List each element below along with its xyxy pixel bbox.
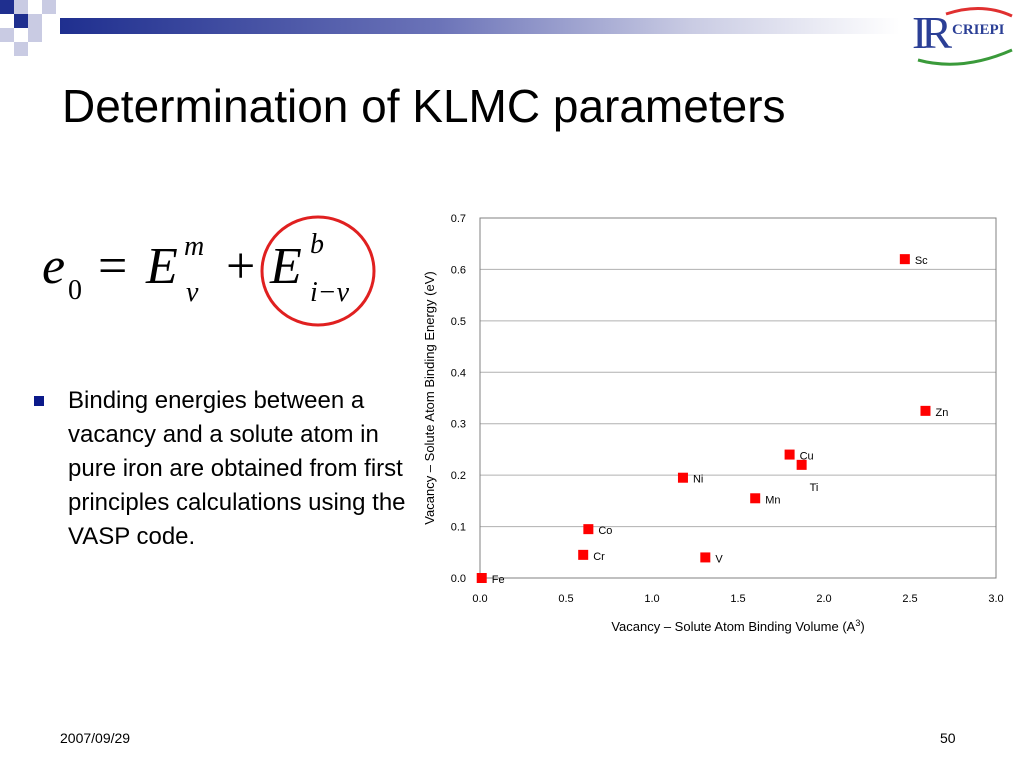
y-tick-label: 0.2	[451, 470, 466, 482]
y-tick-label: 0.5	[451, 316, 466, 328]
page-number: 50	[940, 730, 956, 746]
formula-term2-sup: b	[310, 229, 324, 260]
page-title: Determination of KLMC parameters	[62, 80, 786, 132]
highlight-circle	[260, 215, 376, 327]
y-tick-label: 0.7	[451, 213, 466, 225]
header-gradient-bar	[60, 18, 900, 34]
x-axis-label-superscript: 3	[855, 618, 860, 628]
y-axis-label: Vacancy – Solute Atom Binding Energy (eV…	[422, 271, 437, 524]
data-point	[700, 552, 711, 563]
data-point	[796, 459, 807, 470]
bullet-text: Binding energies between a vacancy and a…	[68, 387, 406, 550]
y-tick-labels: 0.0 0.1 0.2 0.3 0.4 0.5 0.6 0.7	[451, 213, 466, 585]
formula: e 0 = E m v + E b i−v	[42, 215, 376, 327]
x-axis-label: Vacancy – Solute Atom Binding Volume (A3…	[611, 618, 864, 634]
x-axis-label-text: Vacancy – Solute Atom Binding Volume (A	[611, 619, 855, 634]
x-tick-label: 1.5	[730, 593, 745, 605]
data-point	[784, 449, 795, 460]
footer-date: 2007/09/29	[60, 730, 131, 746]
data-point-label: Co	[598, 525, 612, 537]
formula-plus: +	[226, 238, 255, 295]
data-point-label: Fe	[492, 574, 505, 586]
formula-lhs-base: e	[42, 238, 65, 295]
criepi-logo: IR CRIEPI	[912, 6, 1016, 68]
scatter-chart: 0.0 0.1 0.2 0.3 0.4 0.5 0.6 0.7 0.0 0.5 1.0 1.5 2.0…	[422, 213, 1004, 634]
data-point	[899, 254, 910, 265]
x-tick-label: 2.0	[816, 593, 831, 605]
formula-term1-base: E	[145, 238, 178, 295]
logo-text: CRIEPI	[952, 22, 1005, 38]
x-axis-label-suffix: )	[860, 619, 864, 634]
formula-term1-sup: m	[184, 231, 204, 262]
data-point-label: Sc	[915, 255, 928, 267]
data-point	[677, 472, 688, 483]
y-tick-label: 0.3	[451, 419, 466, 431]
x-tick-label: 0.0	[472, 593, 487, 605]
y-tick-label: 0.0	[451, 573, 466, 585]
data-point-label: Mn	[765, 494, 780, 506]
data-point-label: Zn	[935, 407, 948, 419]
data-point	[750, 493, 761, 504]
data-point-label: Cu	[800, 451, 814, 463]
data-point	[920, 405, 931, 416]
logo-swoosh-icon	[917, 6, 1013, 66]
formula-lhs-sub: 0	[68, 275, 82, 306]
x-tick-label: 3.0	[988, 593, 1003, 605]
x-tick-label: 0.5	[558, 593, 573, 605]
data-point	[583, 524, 594, 535]
formula-term2-sub: i−v	[310, 277, 350, 308]
square-bullet-icon	[34, 396, 44, 406]
data-point-label: Cr	[593, 551, 605, 563]
x-tick-label: 2.5	[902, 593, 917, 605]
plot-area-frame	[479, 217, 997, 579]
formula-term2-base: E	[269, 238, 302, 295]
corner-decoration	[0, 0, 56, 56]
data-point	[476, 573, 487, 583]
data-point-label: Ni	[693, 474, 703, 486]
data-points: Fe Cr Co V Ni Mn Cu Ti Zn Sc	[476, 254, 948, 586]
y-tick-label: 0.1	[451, 522, 466, 534]
data-point-label: Ti	[810, 482, 819, 494]
x-tick-labels: 0.0 0.5 1.0 1.5 2.0 2.5 3.0	[472, 593, 1003, 605]
y-tick-label: 0.4	[451, 367, 466, 379]
data-point	[578, 549, 589, 560]
x-tick-label: 1.0	[644, 593, 659, 605]
formula-term1-sub: v	[186, 277, 199, 308]
logo-mark: IR	[912, 7, 952, 58]
y-tick-label: 0.6	[451, 264, 466, 276]
formula-equals: =	[98, 238, 127, 295]
data-point-label: V	[715, 553, 723, 565]
